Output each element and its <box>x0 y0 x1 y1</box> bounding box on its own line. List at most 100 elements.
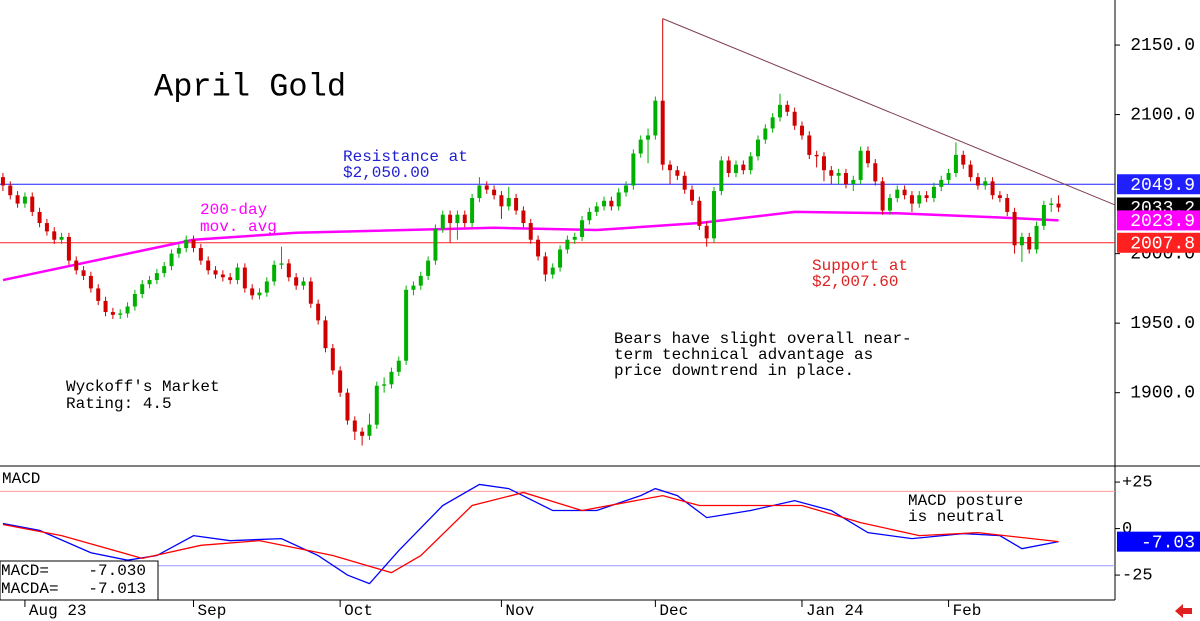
ma-label: 200-day mov. avg <box>200 201 277 236</box>
candle-body <box>37 211 42 224</box>
price-box <box>1117 232 1200 253</box>
candle-body <box>389 371 394 385</box>
candle-body <box>990 181 995 196</box>
y-tick-label: 2150.0 <box>1130 36 1195 56</box>
price-box-label: 2023.9 <box>1130 212 1195 232</box>
candle-body <box>675 170 680 176</box>
text-line: mov. avg <box>200 218 277 236</box>
candle-body <box>462 214 467 224</box>
candle-body <box>118 313 123 315</box>
candle-body <box>242 267 247 289</box>
candle-body <box>946 172 951 180</box>
candle-body <box>140 284 145 294</box>
candle-body <box>719 160 724 192</box>
legend-value: -7.030 <box>88 562 146 580</box>
candle-body <box>755 139 760 157</box>
legend-value: -7.013 <box>88 580 146 598</box>
candle-body <box>697 200 702 226</box>
candle-body <box>81 270 86 276</box>
candle-body <box>338 370 343 393</box>
candle-body <box>682 175 687 190</box>
candle-body <box>301 281 306 286</box>
candle-body <box>770 117 775 129</box>
x-tick-label: Jan 24 <box>806 602 864 620</box>
candle-body <box>1012 211 1017 246</box>
y-tick-label: 1900.0 <box>1130 383 1195 403</box>
candle-body <box>865 150 870 164</box>
candle-body <box>785 104 790 112</box>
x-tick-label: Oct <box>344 602 373 620</box>
candle-body <box>88 275 93 289</box>
candle-body <box>565 239 570 250</box>
candle-body <box>15 195 20 204</box>
y-tick-label: +25 <box>1122 474 1153 493</box>
y-tick-label: 1950.0 <box>1130 314 1195 334</box>
candle-body <box>404 289 409 361</box>
candle-body <box>880 181 885 211</box>
price-box <box>1117 210 1200 231</box>
candle-body <box>286 263 291 278</box>
candle-body <box>250 288 255 296</box>
candle-body <box>836 172 841 176</box>
candle-body <box>448 214 453 224</box>
candle-body <box>631 153 636 186</box>
candle-body <box>851 179 856 185</box>
candle-body <box>521 210 526 224</box>
trendline <box>662 18 1116 206</box>
candle-body <box>550 267 555 275</box>
text-line: Bears have slight overall near- <box>614 330 912 348</box>
candle-body <box>807 135 812 155</box>
candle-body <box>821 156 826 171</box>
candle-body <box>1049 203 1054 205</box>
candle-body <box>748 156 753 171</box>
x-tick-label: Nov <box>505 602 534 620</box>
price-box <box>1117 174 1200 195</box>
candle-body <box>264 281 269 293</box>
candle-body <box>668 164 673 171</box>
y-tick-label: -25 <box>1122 567 1153 586</box>
candle-body <box>455 214 460 224</box>
candle-body <box>66 236 71 261</box>
text-line: 200-day <box>200 201 268 219</box>
candle-body <box>1027 236 1032 250</box>
text-line: price downtrend in place. <box>614 362 854 380</box>
candle-body <box>968 164 973 178</box>
candle-body <box>477 185 482 199</box>
candle-body <box>704 225 709 239</box>
candle-body <box>220 274 225 278</box>
candle-body <box>213 270 218 275</box>
panel-title: MACD <box>2 470 40 488</box>
candle-body <box>763 128 768 140</box>
candle-body <box>997 195 1002 199</box>
macd-line <box>2 491 1059 574</box>
chart-title: April Gold <box>154 68 346 105</box>
text-line: Resistance at <box>343 148 468 166</box>
candle-body <box>22 196 27 204</box>
text-line: term technical advantage as <box>614 346 873 364</box>
candle-body <box>734 164 739 173</box>
candle-body <box>887 198 892 211</box>
candle-body <box>330 348 335 371</box>
candle-body <box>162 266 167 274</box>
moving-average <box>2 210 1059 282</box>
text-line: Wyckoff's Market <box>66 378 220 396</box>
candle-body <box>1056 203 1061 208</box>
scroll-arrow[interactable] <box>1175 604 1192 618</box>
macd-box <box>1117 531 1200 552</box>
candle-body <box>843 172 848 185</box>
plot: Aug 23 Sep Oct Nov Dec Jan 24 Feb 1900.0 1950.0 2… <box>0 18 1200 620</box>
candle-body <box>726 160 731 173</box>
candle-body <box>580 220 585 237</box>
candle-body <box>741 164 746 171</box>
candle-body <box>323 320 328 349</box>
candle-body <box>110 312 115 315</box>
x-tick-label: Sep <box>198 602 227 620</box>
candle-body <box>59 236 64 240</box>
text-line: $2,050.00 <box>343 164 429 182</box>
candle-body <box>294 277 299 286</box>
candle-body <box>616 192 621 207</box>
resistance-label: Resistance at $2,050.00 <box>343 148 468 182</box>
candle-body <box>558 249 563 268</box>
